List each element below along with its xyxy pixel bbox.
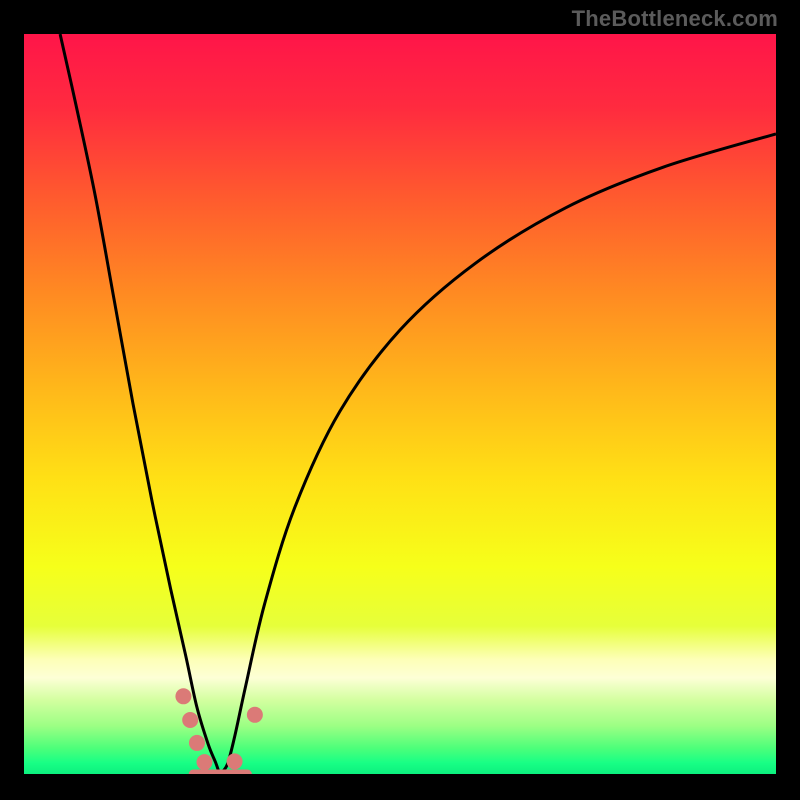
watermark-text: TheBottleneck.com — [572, 6, 778, 32]
marker-point — [182, 712, 198, 728]
marker-point — [227, 753, 243, 769]
marker-point — [247, 707, 263, 723]
marker-point — [175, 688, 191, 704]
chart-container: TheBottleneck.com — [0, 0, 800, 800]
marker-point — [189, 735, 205, 751]
plot-background — [24, 34, 776, 774]
marker-point — [196, 754, 212, 770]
bottleneck-chart — [0, 0, 800, 800]
